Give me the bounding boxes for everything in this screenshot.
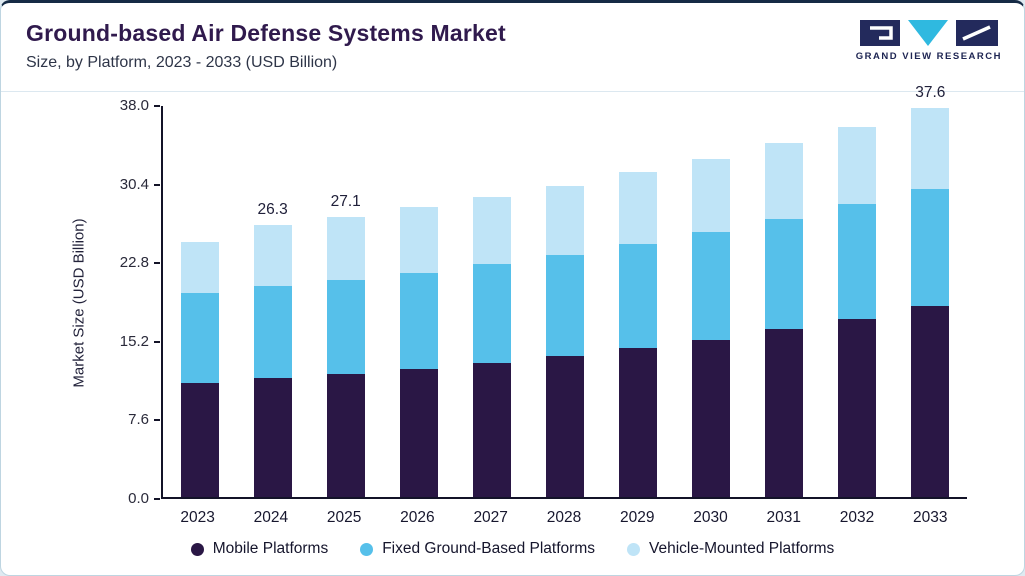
- x-axis-label-2031: 2031: [766, 509, 801, 526]
- bar-2033: 37.6: [911, 84, 950, 497]
- bar-value-label-2024: 26.3: [257, 201, 288, 219]
- legend-item-vehicle-mounted-platforms: Vehicle-Mounted Platforms: [627, 540, 834, 558]
- y-tick-label: 38.0: [119, 97, 149, 114]
- legend-item-mobile-platforms: Mobile Platforms: [190, 540, 329, 558]
- bar-2030: [692, 158, 731, 497]
- bar-2027: [472, 197, 511, 497]
- bar-segment-vehicle-mounted-platforms-2031: [765, 143, 804, 219]
- x-axis-label-2027: 2027: [473, 509, 508, 526]
- bar-segment-vehicle-mounted-platforms-2024: [253, 225, 292, 287]
- gvr-logo-icon: [859, 20, 998, 46]
- bar-2024: 26.3: [253, 201, 292, 497]
- y-tick-label: 0.0: [128, 490, 149, 507]
- bar-segment-vehicle-mounted-platforms-2026: [399, 207, 438, 273]
- bar-segment-vehicle-mounted-platforms-2033: [911, 108, 950, 189]
- x-axis-label-2023: 2023: [180, 509, 215, 526]
- y-tick-mark: [154, 340, 160, 343]
- x-axis-label-2030: 2030: [693, 509, 728, 526]
- bar-2032: [838, 126, 877, 497]
- bar-segment-mobile-platforms-2023: [180, 383, 219, 497]
- bar-segment-fixed-ground-based-platforms-2029: [619, 243, 657, 349]
- bar-segment-mobile-platforms-2033: [911, 305, 950, 497]
- bar-segment-mobile-platforms-2030: [692, 339, 731, 497]
- header-text-block: Ground-based Air Defense Systems Market …: [26, 20, 506, 72]
- header-divider: [1, 91, 1024, 92]
- bar-segment-fixed-ground-based-platforms-2028: [545, 255, 584, 357]
- bar-segment-fixed-ground-based-platforms-2033: [911, 188, 950, 306]
- legend-label: Fixed Ground-Based Platforms: [382, 540, 595, 557]
- bar-segment-mobile-platforms-2029: [619, 348, 657, 497]
- bar-segment-fixed-ground-based-platforms-2026: [399, 272, 438, 369]
- x-axis-label-2032: 2032: [839, 509, 875, 526]
- bar-segment-vehicle-mounted-platforms-2028: [545, 185, 584, 256]
- bar-segment-fixed-ground-based-platforms-2031: [765, 218, 804, 330]
- bar-segment-vehicle-mounted-platforms-2025: [326, 216, 365, 280]
- x-axis-label-2033: 2033: [913, 509, 948, 526]
- bar-segment-mobile-platforms-2024: [253, 378, 292, 497]
- y-tick-label: 22.8: [119, 254, 149, 272]
- gvr-logo-r-glyph: [962, 25, 991, 41]
- x-axis-labels: 2023 2024 2025 2026 2027 2028 2029 2030 2031 2032…: [161, 509, 967, 527]
- gvr-logo-mark-left: [859, 20, 900, 46]
- y-tick-label: 30.4: [119, 175, 149, 193]
- legend-label: Vehicle-Mounted Platforms: [649, 540, 835, 557]
- y-tick-mark: [154, 262, 160, 265]
- bar-segment-mobile-platforms-2032: [838, 319, 877, 497]
- bar-segment-vehicle-mounted-platforms-2027: [472, 197, 511, 265]
- legend-dot-mobile-platforms: [190, 542, 204, 556]
- gvr-logo: GRAND VIEW RESEARCH: [856, 20, 1002, 62]
- y-tick-mark: [154, 183, 160, 186]
- bar-segment-mobile-platforms-2028: [545, 356, 584, 497]
- gvr-logo-text: GRAND VIEW RESEARCH: [855, 51, 1002, 62]
- gvr-logo-g-glyph: [869, 26, 893, 40]
- bar-segment-fixed-ground-based-platforms-2032: [838, 204, 877, 320]
- x-axis-label-2024: 2024: [253, 509, 289, 526]
- legend-label: Mobile Platforms: [212, 540, 329, 557]
- bar-segment-vehicle-mounted-platforms-2023: [180, 241, 219, 294]
- y-tick-label: 7.6: [128, 411, 149, 429]
- bar-segment-mobile-platforms-2031: [765, 329, 804, 497]
- bar-segment-fixed-ground-based-platforms-2030: [692, 232, 731, 340]
- y-tick-mark: [154, 498, 160, 500]
- bar-2029: [619, 172, 657, 497]
- bar-segment-vehicle-mounted-platforms-2029: [619, 172, 657, 244]
- y-tick-mark: [154, 419, 160, 422]
- plot-area: 26.3 27.1 37.6: [161, 84, 967, 499]
- chart-subtitle: Size, by Platform, 2023 - 2033 (USD Bill…: [26, 54, 338, 71]
- bar-value-label-2025: 27.1: [330, 192, 361, 210]
- y-axis-title: Market Size (USD Billion): [70, 218, 88, 388]
- legend-item-fixed-ground-based-platforms: Fixed Ground-Based Platforms: [360, 540, 595, 558]
- legend-dot-vehicle-mounted-platforms: [627, 542, 640, 556]
- bar-segment-fixed-ground-based-platforms-2027: [472, 264, 511, 363]
- gvr-logo-mark-triangle: [907, 20, 948, 46]
- bar-2025: 27.1: [326, 193, 365, 497]
- x-axis-label-2029: 2029: [619, 509, 655, 526]
- bar-segment-fixed-ground-based-platforms-2023: [180, 293, 219, 384]
- bar-segment-vehicle-mounted-platforms-2032: [838, 126, 877, 205]
- bar-2031: [765, 143, 804, 497]
- page-title: Ground-based Air Defense Systems Market: [26, 20, 506, 46]
- legend-dot-fixed-ground-based-platforms: [360, 542, 374, 556]
- bar-value-label-2033: 37.6: [915, 84, 946, 102]
- chart-header: Ground-based Air Defense Systems Market …: [26, 20, 1002, 72]
- x-axis-label-2025: 2025: [326, 509, 362, 526]
- y-tick-label: 15.2: [119, 332, 149, 350]
- bar-segment-mobile-platforms-2027: [472, 362, 511, 497]
- y-tick-mark: [154, 105, 160, 107]
- bar-2026: [399, 207, 438, 497]
- bar-segment-mobile-platforms-2026: [399, 368, 438, 497]
- legend: Mobile Platforms Fixed Ground-Based Platf…: [1, 540, 1024, 558]
- bar-segment-vehicle-mounted-platforms-2030: [692, 158, 731, 233]
- x-axis-label-2026: 2026: [400, 509, 435, 526]
- x-axis-label-2028: 2028: [546, 509, 582, 526]
- bar-2023: [180, 241, 219, 497]
- bar-segment-mobile-platforms-2025: [326, 373, 365, 497]
- bar-2028: [545, 185, 584, 497]
- bar-segment-fixed-ground-based-platforms-2025: [326, 279, 365, 374]
- bar-segment-fixed-ground-based-platforms-2024: [253, 286, 292, 379]
